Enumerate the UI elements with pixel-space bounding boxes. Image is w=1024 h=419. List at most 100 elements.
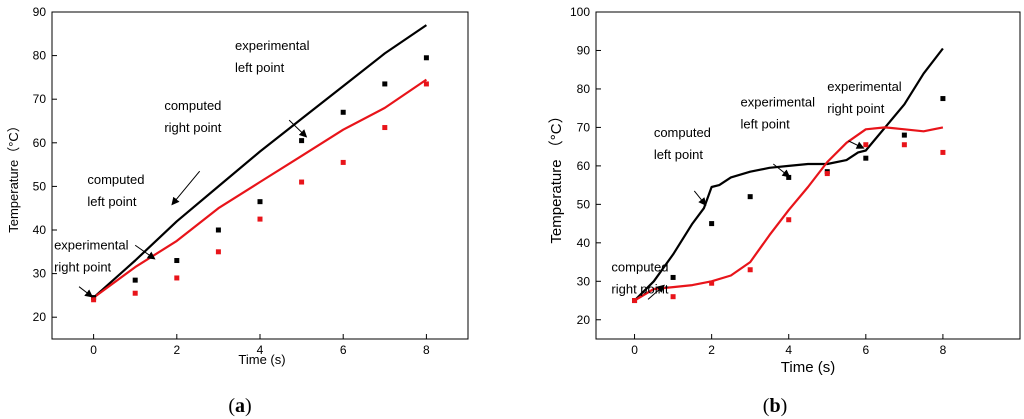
- y-tick-label: 70: [577, 120, 591, 134]
- annotation-line: left point: [87, 194, 137, 209]
- annotation-label: computed right point: [611, 260, 668, 297]
- annotation-line: computed: [164, 98, 221, 113]
- data-point: [257, 199, 263, 205]
- data-point: [423, 81, 429, 87]
- annotation-label: computed right point: [164, 98, 221, 135]
- y-tick-label: 20: [33, 310, 47, 324]
- data-point: [709, 280, 715, 286]
- annotation-line: right point: [611, 282, 668, 297]
- data-point: [174, 258, 180, 264]
- y-tick-label: 50: [577, 197, 591, 211]
- data-point: [215, 249, 221, 255]
- y-tick-label: 100: [570, 5, 590, 19]
- x-tick-label: 6: [862, 343, 869, 357]
- data-point: [863, 142, 869, 148]
- annotation-label: computed left point: [87, 172, 144, 209]
- annotation-line: experimental: [741, 94, 816, 109]
- annotation-label: experimental right point: [54, 238, 129, 275]
- annotation-arrow: [171, 170, 201, 206]
- y-axis: 20 30 40 50 60 70 80 90: [33, 5, 57, 324]
- caption-open: (: [228, 395, 235, 417]
- series-line-0: [92, 24, 428, 299]
- annotation-label: experimental right point: [827, 79, 902, 116]
- annotation-line: left point: [654, 147, 704, 162]
- data-point: [670, 274, 676, 280]
- data-point: [747, 267, 753, 273]
- annotation-line: right point: [827, 101, 884, 116]
- x-tick-label: 6: [340, 343, 347, 357]
- y-tick-label: 40: [577, 236, 591, 250]
- data-point: [382, 125, 388, 131]
- caption-b: (b): [763, 395, 787, 417]
- annotation-arrow: [288, 119, 308, 138]
- x-tick-label: 4: [257, 343, 264, 357]
- annotation-arrow: [134, 244, 156, 260]
- data-point: [901, 132, 907, 138]
- y-tick-label: 60: [577, 159, 591, 173]
- y-axis-label: Temperature （°C）: [548, 108, 565, 243]
- caption-close: ): [245, 395, 252, 417]
- x-tick-label: 8: [423, 343, 430, 357]
- data-point: [863, 155, 869, 161]
- annotation-arrow: [848, 140, 865, 149]
- annotation-arrow: [693, 190, 707, 206]
- x-tick-label: 0: [90, 343, 97, 357]
- y-tick-label: 30: [33, 267, 47, 281]
- annotation-line: left point: [235, 60, 285, 75]
- data-point: [747, 194, 753, 200]
- data-point: [940, 149, 946, 155]
- caption-letter: b: [769, 395, 780, 417]
- annotation-line: computed: [654, 125, 711, 140]
- x-axis: 0 2 4 6 8: [631, 334, 947, 357]
- y-tick-label: 20: [577, 313, 591, 327]
- data-point: [299, 179, 305, 185]
- series-line-1: [633, 126, 944, 302]
- annotations: experimental left point computed right poin…: [54, 38, 310, 298]
- y-tick-label: 80: [33, 49, 47, 63]
- x-axis: 0 2 4 6 8: [90, 334, 430, 357]
- data-point: [940, 96, 946, 102]
- x-tick-label: 0: [631, 343, 638, 357]
- annotation-line: left point: [741, 116, 791, 131]
- chart-panel-b: 20 30 40 50 60 70 80 90 100 0 2 4 6 8 computed left p…: [548, 5, 1021, 417]
- annotation-line: experimental: [54, 238, 129, 253]
- annotation-label: experimental left point: [235, 38, 310, 75]
- data-point: [382, 81, 388, 87]
- y-tick-label: 90: [33, 5, 47, 19]
- annotation-line: experimental: [827, 79, 902, 94]
- data-point: [132, 290, 138, 296]
- caption-close: ): [781, 395, 788, 417]
- x-tick-label: 2: [173, 343, 180, 357]
- series-line-1: [92, 78, 428, 299]
- x-tick-label: 4: [785, 343, 792, 357]
- annotation-line: right point: [164, 120, 221, 135]
- data-point: [215, 227, 221, 233]
- data-point: [91, 297, 97, 303]
- series-points: [91, 55, 429, 303]
- annotation-arrow: [647, 284, 665, 300]
- chart-panel-a: 20 30 40 50 60 70 80 90 0 2 4 6 8 experimental left …: [6, 5, 469, 417]
- data-point: [257, 216, 263, 222]
- caption-a: (a): [228, 395, 251, 417]
- y-axis: 20 30 40 50 60 70 80 90 100: [570, 5, 601, 327]
- data-point: [174, 275, 180, 281]
- y-axis-label: Temperature（°C）: [6, 119, 21, 233]
- annotation-line: computed: [611, 260, 668, 275]
- data-point: [340, 159, 346, 165]
- plot-frame: [595, 11, 1021, 340]
- annotation-label: experimental left point: [741, 94, 816, 131]
- annotation-arrow: [772, 163, 791, 178]
- annotation-line: right point: [54, 260, 111, 275]
- y-tick-label: 70: [33, 92, 47, 106]
- annotations: computed left point experimental left point…: [611, 79, 902, 300]
- data-point: [423, 55, 429, 61]
- x-tick-label: 8: [940, 343, 947, 357]
- data-point: [299, 138, 305, 144]
- annotation-label: computed left point: [654, 125, 711, 162]
- caption-open: (: [763, 395, 770, 417]
- data-point: [824, 171, 830, 177]
- annotation-line: computed: [87, 172, 144, 187]
- x-axis-label: Time (s): [781, 359, 835, 376]
- data-point: [340, 109, 346, 115]
